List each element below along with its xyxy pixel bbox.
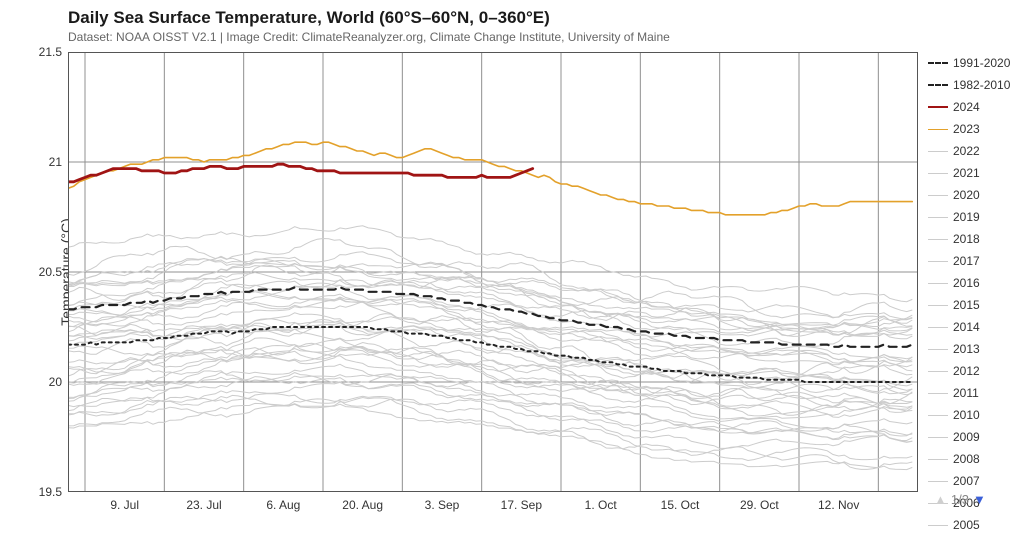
legend-pager: ▲ 1/3 ▼ <box>934 492 986 507</box>
y-tick-label: 21 <box>49 155 68 169</box>
x-tick-label: 15. Oct <box>661 492 700 512</box>
legend-swatch <box>928 84 948 86</box>
legend-label: 2007 <box>953 474 980 488</box>
legend-item[interactable]: 2008 <box>928 448 1018 470</box>
legend-swatch <box>928 283 948 284</box>
legend-swatch <box>928 106 948 108</box>
legend-swatch <box>928 525 948 526</box>
legend-label: 2022 <box>953 144 980 158</box>
legend-swatch <box>928 371 948 372</box>
legend-label: 2016 <box>953 276 980 290</box>
x-tick-label: 29. Oct <box>740 492 779 512</box>
chart-legend: 1991-2020 1982-2010 2024 2023 2022 2021 2020 20… <box>928 52 1018 536</box>
legend-page-down-icon[interactable]: ▼ <box>973 492 986 507</box>
legend-swatch <box>928 173 948 174</box>
legend-item[interactable]: 2015 <box>928 294 1018 316</box>
legend-item[interactable]: 2020 <box>928 184 1018 206</box>
legend-label: 2005 <box>953 518 980 532</box>
legend-swatch <box>928 415 948 416</box>
legend-swatch <box>928 62 948 64</box>
legend-label: 2008 <box>953 452 980 466</box>
legend-item[interactable]: 2007 <box>928 470 1018 492</box>
legend-swatch <box>928 129 948 130</box>
legend-item[interactable]: 2010 <box>928 404 1018 426</box>
legend-item[interactable]: 2012 <box>928 360 1018 382</box>
legend-item[interactable]: 2016 <box>928 272 1018 294</box>
chart-subtitle: Dataset: NOAA OISST V2.1 | Image Credit:… <box>68 30 670 44</box>
legend-item[interactable]: 2011 <box>928 382 1018 404</box>
legend-page-up-icon[interactable]: ▲ <box>934 492 947 507</box>
legend-swatch <box>928 261 948 262</box>
y-tick-label: 20.5 <box>39 265 68 279</box>
legend-item[interactable]: 2009 <box>928 426 1018 448</box>
legend-label: 2013 <box>953 342 980 356</box>
y-tick-label: 20 <box>49 375 68 389</box>
y-tick-label: 21.5 <box>39 45 68 59</box>
legend-label: 2017 <box>953 254 980 268</box>
legend-swatch <box>928 195 948 196</box>
legend-label: 2021 <box>953 166 980 180</box>
legend-label: 2019 <box>953 210 980 224</box>
legend-label: 2010 <box>953 408 980 422</box>
legend-label: 2018 <box>953 232 980 246</box>
legend-label: 2015 <box>953 298 980 312</box>
x-tick-label: 12. Nov <box>818 492 859 512</box>
legend-item[interactable]: 2018 <box>928 228 1018 250</box>
legend-swatch <box>928 151 948 152</box>
x-tick-label: 9. Jul <box>110 492 139 512</box>
legend-swatch <box>928 349 948 350</box>
chart-plot-area[interactable]: 19.52020.52121.59. Jul23. Jul6. Aug20. A… <box>68 52 918 492</box>
legend-item[interactable]: 2024 <box>928 96 1018 118</box>
legend-label: 2009 <box>953 430 980 444</box>
legend-swatch <box>928 305 948 306</box>
legend-label: 2014 <box>953 320 980 334</box>
legend-label: 1991-2020 <box>953 56 1010 70</box>
legend-swatch <box>928 327 948 328</box>
legend-item[interactable]: 2021 <box>928 162 1018 184</box>
legend-item[interactable]: 1991-2020 <box>928 52 1018 74</box>
x-tick-label: 1. Oct <box>585 492 617 512</box>
legend-swatch <box>928 437 948 438</box>
x-tick-label: 20. Aug <box>342 492 383 512</box>
legend-item[interactable]: 2022 <box>928 140 1018 162</box>
x-tick-label: 23. Jul <box>186 492 221 512</box>
legend-item[interactable]: 2017 <box>928 250 1018 272</box>
legend-swatch <box>928 393 948 394</box>
chart-title: Daily Sea Surface Temperature, World (60… <box>68 8 550 28</box>
x-tick-label: 17. Sep <box>501 492 542 512</box>
x-tick-label: 6. Aug <box>266 492 300 512</box>
legend-item[interactable]: 2005 <box>928 514 1018 536</box>
legend-label: 2023 <box>953 122 980 136</box>
x-tick-label: 3. Sep <box>425 492 460 512</box>
legend-label: 2011 <box>953 386 979 400</box>
legend-label: 2020 <box>953 188 980 202</box>
legend-label: 2024 <box>953 100 980 114</box>
legend-item[interactable]: 2023 <box>928 118 1018 140</box>
legend-label: 1982-2010 <box>953 78 1010 92</box>
legend-label: 2012 <box>953 364 980 378</box>
legend-item[interactable]: 2019 <box>928 206 1018 228</box>
legend-swatch <box>928 481 948 482</box>
legend-swatch <box>928 239 948 240</box>
legend-item[interactable]: 2014 <box>928 316 1018 338</box>
legend-swatch <box>928 459 948 460</box>
legend-item[interactable]: 1982-2010 <box>928 74 1018 96</box>
legend-page-label: 1/3 <box>951 492 969 507</box>
y-tick-label: 19.5 <box>39 485 68 499</box>
legend-swatch <box>928 217 948 218</box>
legend-item[interactable]: 2013 <box>928 338 1018 360</box>
